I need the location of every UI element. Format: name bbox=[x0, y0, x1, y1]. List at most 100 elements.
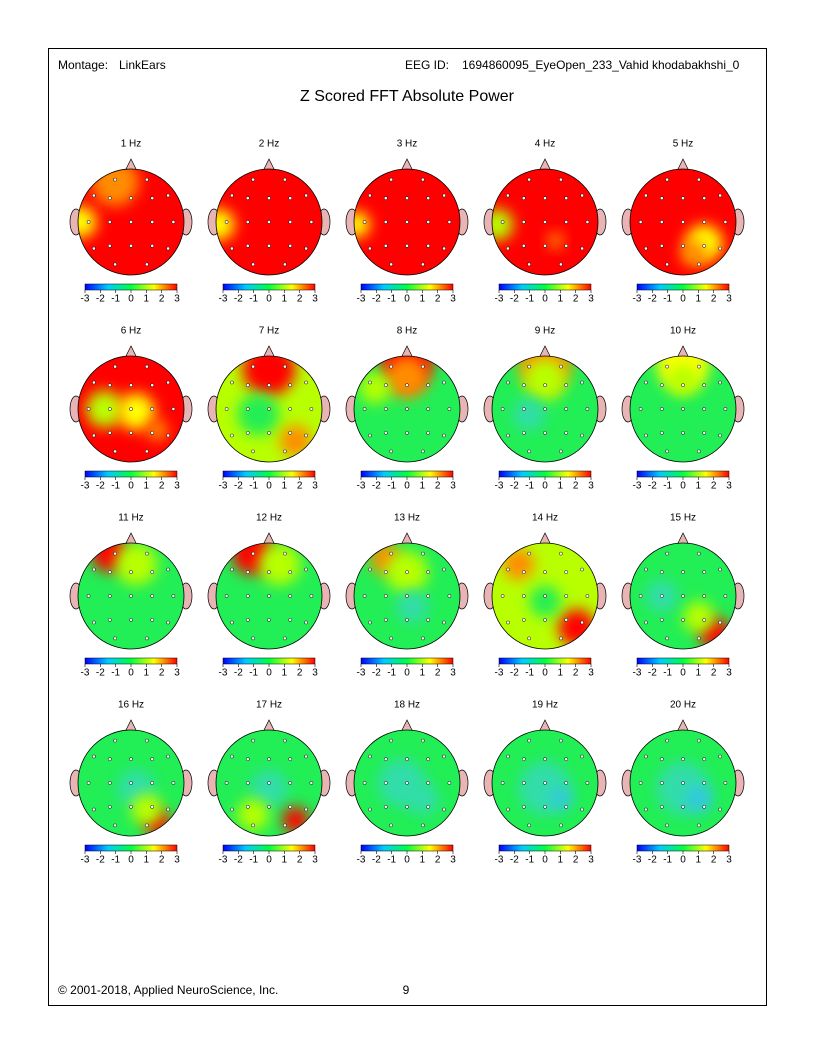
electrode bbox=[405, 570, 409, 575]
electrode bbox=[107, 570, 112, 575]
colorbar-tick-label: -2 bbox=[510, 855, 519, 866]
electrode bbox=[129, 244, 133, 248]
colorbar-tick-label: 2 bbox=[159, 855, 165, 866]
head-outline bbox=[353, 729, 461, 837]
colorbar-tick-label: 0 bbox=[404, 855, 410, 866]
electrode bbox=[245, 757, 250, 762]
electrode bbox=[718, 380, 722, 385]
map-label: 19 Hz bbox=[532, 700, 558, 711]
colorbar-tick-label: 1 bbox=[420, 294, 426, 305]
map-label: 15 Hz bbox=[670, 513, 696, 524]
electrode bbox=[506, 433, 510, 438]
electrode bbox=[304, 246, 308, 251]
electrode bbox=[288, 196, 293, 200]
electrode bbox=[92, 620, 96, 625]
map-label: 12 Hz bbox=[256, 513, 282, 524]
colorbar-tick-label: 2 bbox=[159, 668, 165, 679]
colorbar-tick-label: 3 bbox=[312, 481, 318, 492]
electrode bbox=[107, 196, 112, 200]
topomap: 11 Hz -3 -2 -1 0 1 2 3 bbox=[69, 513, 193, 679]
electrode bbox=[426, 805, 431, 809]
electrode bbox=[564, 594, 569, 598]
electrode bbox=[644, 620, 648, 625]
electrode bbox=[230, 807, 234, 812]
electrode bbox=[389, 636, 393, 641]
electrode bbox=[585, 594, 590, 598]
electrode bbox=[543, 570, 547, 575]
electrode bbox=[442, 754, 446, 759]
electrode bbox=[383, 431, 388, 435]
colorbar-tick-label: 1 bbox=[558, 668, 564, 679]
colorbar-tick-label: 1 bbox=[144, 855, 150, 866]
electrode bbox=[129, 431, 133, 435]
electrode bbox=[107, 618, 112, 622]
colorbar bbox=[498, 657, 592, 665]
colorbar-tick-label: -1 bbox=[249, 855, 258, 866]
electrode bbox=[309, 220, 314, 224]
electrode bbox=[521, 618, 526, 622]
electrode bbox=[718, 246, 722, 251]
electrode bbox=[245, 570, 250, 575]
colorbar-tick-label: 3 bbox=[174, 294, 180, 305]
electrode bbox=[129, 757, 133, 762]
electrode bbox=[447, 781, 452, 785]
colorbar bbox=[498, 844, 592, 852]
electrode bbox=[442, 433, 446, 438]
electrode bbox=[245, 244, 250, 248]
electrode bbox=[150, 570, 155, 575]
electrode bbox=[107, 244, 112, 248]
electrode bbox=[521, 757, 526, 762]
electrode bbox=[421, 449, 425, 454]
electrode bbox=[638, 594, 643, 598]
electrode bbox=[638, 781, 643, 785]
electrode bbox=[267, 570, 271, 575]
colorbar-tick-label: 0 bbox=[404, 481, 410, 492]
electrode bbox=[580, 807, 584, 812]
map-label: 4 Hz bbox=[535, 139, 556, 150]
electrode bbox=[283, 823, 287, 828]
colorbar-tick-label: 2 bbox=[711, 855, 717, 866]
electrode bbox=[521, 244, 526, 248]
electrode bbox=[309, 781, 314, 785]
electrode bbox=[362, 407, 367, 411]
electrode bbox=[585, 407, 590, 411]
colorbar-tick-label: -3 bbox=[81, 481, 90, 492]
electrode bbox=[267, 594, 271, 598]
electrode bbox=[681, 594, 685, 598]
electrode bbox=[251, 364, 255, 369]
electrode bbox=[681, 244, 685, 248]
colorbar-tick-label: 2 bbox=[159, 481, 165, 492]
scalp-region bbox=[117, 393, 155, 431]
electrode bbox=[150, 383, 155, 387]
colorbar-tick-label: -3 bbox=[633, 294, 642, 305]
colorbar-tick-label: -1 bbox=[663, 481, 672, 492]
electrode bbox=[383, 781, 388, 785]
electrode bbox=[309, 594, 314, 598]
colorbar-tick-label: -1 bbox=[111, 294, 120, 305]
electrode bbox=[113, 449, 117, 454]
map-label: 13 Hz bbox=[394, 513, 420, 524]
electrode bbox=[723, 407, 728, 411]
head-outline bbox=[77, 355, 185, 463]
colorbar-tick-label: -1 bbox=[663, 294, 672, 305]
colorbar-tick-label: 0 bbox=[404, 668, 410, 679]
colorbar-tick-label: 1 bbox=[144, 668, 150, 679]
electrode bbox=[564, 618, 569, 622]
colorbar bbox=[636, 657, 730, 665]
colorbar-tick-label: -1 bbox=[663, 668, 672, 679]
colorbar-tick-label: -3 bbox=[81, 294, 90, 305]
scalp-region bbox=[354, 211, 370, 238]
electrode bbox=[129, 407, 133, 411]
electrode bbox=[129, 570, 133, 575]
electrode bbox=[405, 220, 409, 224]
colorbar-tick-label: 3 bbox=[174, 481, 180, 492]
electrode bbox=[559, 551, 563, 556]
electrode bbox=[521, 781, 526, 785]
map-label: 11 Hz bbox=[118, 513, 143, 524]
colorbar-tick-label: 3 bbox=[588, 294, 594, 305]
colorbar-tick-label: 0 bbox=[680, 481, 686, 492]
colorbar-tick-label: 2 bbox=[711, 481, 717, 492]
colorbar-tick-label: -1 bbox=[111, 481, 120, 492]
topomap: 19 Hz -3 -2 -1 0 1 2 3 bbox=[483, 700, 607, 866]
topomap: 20 Hz -3 -2 -1 0 1 2 3 bbox=[621, 700, 745, 866]
